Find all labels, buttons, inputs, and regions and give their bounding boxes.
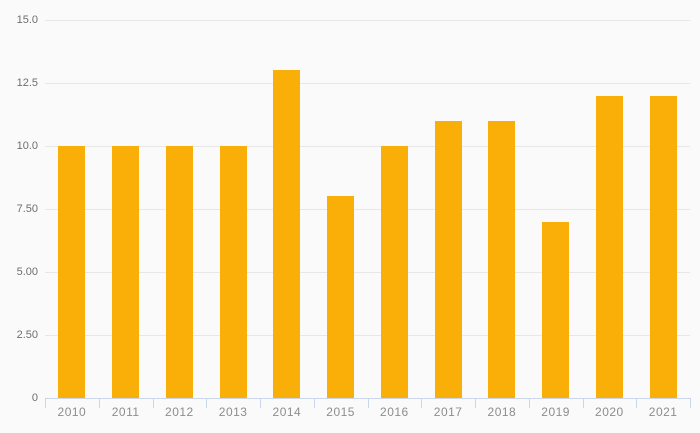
- y-gridline: [45, 19, 690, 21]
- y-axis-tick-label: 0: [31, 392, 38, 404]
- y-axis-tick-label: 5.00: [16, 266, 38, 278]
- bar-2018[interactable]: [488, 120, 516, 398]
- y-gridline: [45, 208, 690, 210]
- bar-2013[interactable]: [219, 146, 247, 398]
- y-axis-tick-label: 2.50: [16, 329, 38, 341]
- bar-2020[interactable]: [595, 95, 623, 398]
- bar-2021[interactable]: [649, 95, 677, 398]
- y-axis-tick-label: 15.0: [16, 14, 38, 26]
- x-axis-category-label: 2015: [326, 405, 355, 419]
- x-axis-tick: [690, 398, 691, 408]
- x-axis-category-label: 2011: [111, 405, 140, 419]
- x-axis-category-label: 2013: [218, 405, 248, 419]
- bar-2016[interactable]: [380, 146, 408, 398]
- x-axis-tick: [528, 398, 530, 408]
- y-gridline: [45, 334, 690, 336]
- x-axis-category-label: 2014: [272, 405, 302, 419]
- x-axis-tick: [636, 398, 638, 408]
- x-axis-tick: [98, 398, 100, 408]
- y-axis-tick-label: 12.5: [16, 77, 38, 89]
- bar-2014[interactable]: [273, 70, 301, 398]
- x-axis-category-label: 2019: [541, 405, 570, 419]
- x-axis-category-label: 2017: [433, 405, 463, 419]
- y-gridline: [45, 145, 690, 147]
- y-gridline: [45, 271, 690, 273]
- bar-2019[interactable]: [542, 221, 570, 398]
- x-axis-tick: [206, 398, 208, 408]
- x-axis-category-label: 2021: [648, 405, 678, 419]
- bar-2010[interactable]: [58, 146, 86, 398]
- y-gridline: [45, 82, 690, 84]
- x-axis-category-label: 2018: [487, 405, 517, 419]
- x-axis-category-label: 2016: [380, 405, 409, 419]
- x-axis-tick: [475, 398, 476, 408]
- x-axis-category-label: 2012: [165, 405, 194, 419]
- bar-2015[interactable]: [327, 196, 355, 398]
- bar-2012[interactable]: [165, 146, 193, 398]
- y-axis-tick-label: 7.50: [16, 203, 38, 215]
- bar-2017[interactable]: [434, 120, 462, 398]
- x-axis-tick: [367, 398, 369, 408]
- x-axis-tick: [313, 398, 315, 408]
- bar-2011[interactable]: [112, 146, 140, 398]
- x-axis-tick: [260, 398, 261, 408]
- x-axis-tick: [152, 398, 154, 408]
- x-axis-tick: [421, 398, 423, 408]
- x-axis-category-label: 2020: [595, 405, 624, 419]
- x-axis-tick: [582, 398, 584, 408]
- x-axis-tick: [45, 398, 46, 408]
- x-axis-category-label: 2010: [57, 405, 87, 419]
- y-axis-tick-label: 10.0: [16, 140, 38, 152]
